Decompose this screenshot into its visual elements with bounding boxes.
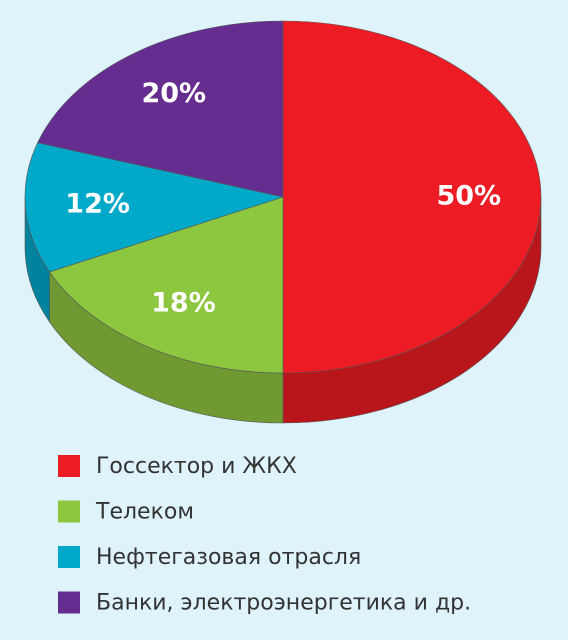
legend-label: Банки, электроэнергетика и др. bbox=[96, 591, 471, 616]
pie-slice bbox=[282, 20, 542, 374]
value-label: 20% bbox=[141, 78, 206, 109]
legend-swatch bbox=[58, 500, 80, 523]
legend-label: Нефтегазовая отрасля bbox=[96, 545, 361, 570]
pie-slice bbox=[49, 196, 284, 374]
legend-label: Госсектор и ЖКХ bbox=[96, 454, 297, 479]
value-label: 18% bbox=[151, 287, 216, 318]
legend-swatch bbox=[58, 591, 80, 614]
pie-slice bbox=[24, 142, 285, 273]
legend-swatch bbox=[58, 455, 80, 477]
value-label: 50% bbox=[436, 181, 501, 212]
pie-slice bbox=[37, 20, 284, 198]
legend-swatch bbox=[58, 546, 80, 568]
value-label: 12% bbox=[65, 188, 130, 219]
legend-label: Телеком bbox=[95, 500, 194, 525]
